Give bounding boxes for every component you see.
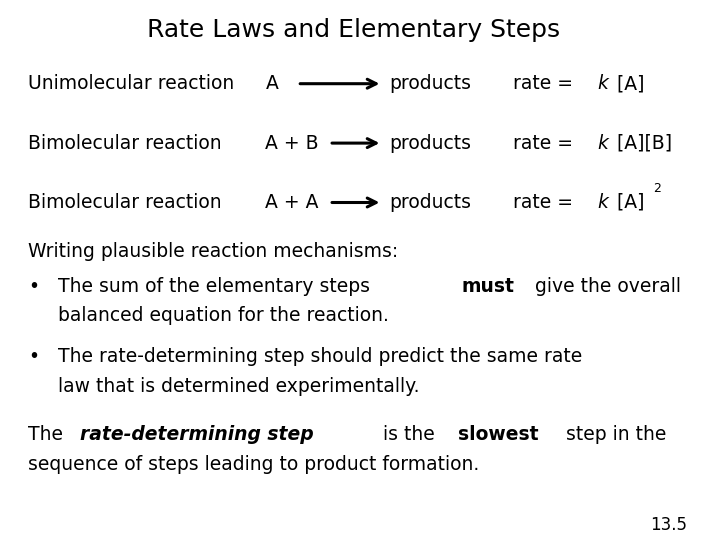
Text: A + A: A + A bbox=[266, 193, 319, 212]
Text: rate =: rate = bbox=[513, 193, 580, 212]
Text: Unimolecular reaction: Unimolecular reaction bbox=[28, 74, 235, 93]
Text: is the: is the bbox=[377, 425, 441, 444]
Text: Bimolecular reaction: Bimolecular reaction bbox=[28, 193, 222, 212]
Text: The sum of the elementary steps: The sum of the elementary steps bbox=[58, 276, 376, 296]
Text: [A][B]: [A][B] bbox=[611, 133, 672, 153]
Text: Bimolecular reaction: Bimolecular reaction bbox=[28, 133, 222, 153]
Text: [A]: [A] bbox=[611, 193, 644, 212]
Text: A: A bbox=[266, 74, 279, 93]
Text: •: • bbox=[28, 347, 40, 366]
Text: products: products bbox=[390, 193, 472, 212]
Text: Writing plausible reaction mechanisms:: Writing plausible reaction mechanisms: bbox=[28, 241, 399, 261]
Text: step in the: step in the bbox=[559, 425, 666, 444]
Text: rate =: rate = bbox=[513, 74, 580, 93]
Text: The rate-determining step should predict the same rate: The rate-determining step should predict… bbox=[58, 347, 582, 366]
Text: •: • bbox=[28, 276, 40, 296]
Text: rate =: rate = bbox=[513, 133, 580, 153]
Text: 13.5: 13.5 bbox=[649, 516, 687, 534]
Text: k: k bbox=[597, 193, 608, 212]
Text: balanced equation for the reaction.: balanced equation for the reaction. bbox=[58, 306, 389, 326]
Text: 2: 2 bbox=[653, 183, 661, 195]
Text: slowest: slowest bbox=[458, 425, 538, 444]
Text: Rate Laws and Elementary Steps: Rate Laws and Elementary Steps bbox=[148, 18, 561, 42]
Text: law that is determined experimentally.: law that is determined experimentally. bbox=[58, 376, 420, 396]
Text: [A]: [A] bbox=[611, 74, 644, 93]
Text: give the overall: give the overall bbox=[528, 276, 680, 296]
Text: must: must bbox=[462, 276, 514, 296]
Text: products: products bbox=[390, 133, 472, 153]
Text: k: k bbox=[597, 74, 608, 93]
Text: products: products bbox=[390, 74, 472, 93]
Text: rate-determining step: rate-determining step bbox=[81, 425, 314, 444]
Text: The: The bbox=[28, 425, 69, 444]
Text: sequence of steps leading to product formation.: sequence of steps leading to product for… bbox=[28, 455, 480, 474]
Text: k: k bbox=[597, 133, 608, 153]
Text: A + B: A + B bbox=[266, 133, 319, 153]
